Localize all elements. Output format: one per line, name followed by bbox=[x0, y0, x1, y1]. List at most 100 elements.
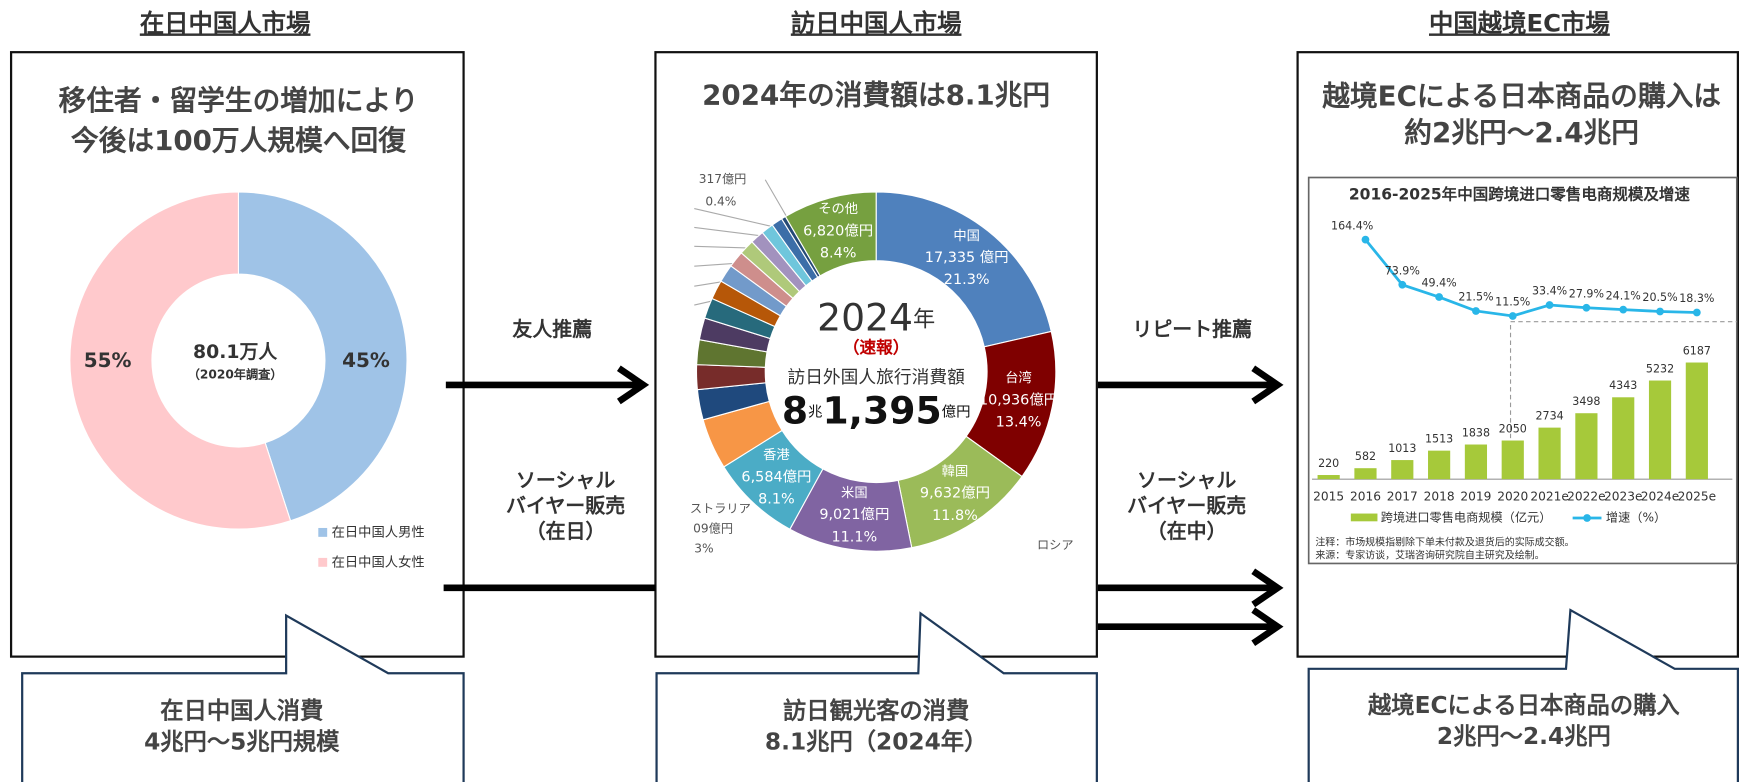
point bbox=[1656, 307, 1664, 316]
arrow bbox=[1097, 607, 1284, 647]
x-tick-label: 2024e bbox=[1641, 489, 1680, 503]
header: 中国越境EC市場 bbox=[1429, 8, 1610, 37]
layout bbox=[9, 51, 1739, 782]
point bbox=[1692, 308, 1701, 317]
line-label: 24.1% bbox=[1606, 289, 1641, 302]
fragment: 0.4% bbox=[705, 194, 736, 208]
bar-label: 6187 bbox=[1683, 344, 1711, 357]
line-label: 164.4% bbox=[1331, 219, 1373, 232]
arrow-label: （在中） bbox=[1147, 519, 1227, 543]
amount: 8 bbox=[782, 388, 808, 432]
arrow bbox=[1097, 568, 1284, 608]
bar bbox=[1317, 475, 1340, 480]
point bbox=[1435, 293, 1443, 301]
legend-swatch bbox=[1350, 513, 1378, 522]
x-tick-label: 2018 bbox=[1424, 489, 1455, 503]
x-tick-label: 2025e bbox=[1678, 489, 1717, 503]
segment bbox=[237, 191, 408, 522]
bar-label: 2734 bbox=[1535, 410, 1563, 423]
fragment: ロシア bbox=[1037, 538, 1074, 552]
box bbox=[1296, 51, 1739, 658]
leader-lines bbox=[694, 179, 791, 306]
segment-label: 11.1% bbox=[831, 529, 877, 545]
callout-text: 訪日観光客の消費 bbox=[783, 698, 969, 725]
segment-label: 8.1% bbox=[758, 491, 795, 507]
callout-text: 在日中国人消費 bbox=[160, 698, 323, 725]
legend-label: 在日中国人女性 bbox=[332, 553, 425, 570]
bar-label: 3498 bbox=[1572, 395, 1600, 408]
segment-label: その他 bbox=[818, 201, 858, 217]
arrow-label: ソーシャル bbox=[1137, 468, 1236, 492]
bar bbox=[1464, 444, 1488, 480]
box bbox=[654, 51, 1098, 658]
arrow-label: 友人推薦 bbox=[512, 317, 592, 341]
bar bbox=[1575, 413, 1598, 480]
callout-text: 8.1兆円（2024年） bbox=[765, 729, 987, 756]
value-label: 45% bbox=[342, 348, 390, 372]
segment-label: 9,632億円 bbox=[920, 485, 990, 502]
bar bbox=[1391, 460, 1414, 480]
bar-label: 1013 bbox=[1388, 442, 1416, 455]
bar bbox=[1501, 440, 1524, 480]
headline: 2024年の消費額は8.1兆円 bbox=[702, 79, 1050, 112]
point bbox=[1619, 305, 1628, 314]
bar-label: 5232 bbox=[1646, 362, 1674, 375]
segment-label: 10,936億円 bbox=[979, 391, 1058, 408]
bar-label: 1513 bbox=[1425, 433, 1453, 446]
arrow-label: バイヤー販売 bbox=[506, 493, 625, 517]
legend-swatch bbox=[1583, 514, 1591, 522]
segment-label: 6,584億円 bbox=[741, 468, 811, 485]
callout-text: 4兆円～5兆円規模 bbox=[144, 729, 340, 756]
box bbox=[9, 51, 465, 658]
legend-label: 跨境进口零售电商规模（亿元） bbox=[1381, 509, 1552, 524]
point bbox=[1508, 312, 1517, 320]
line-label: 20.5% bbox=[1642, 291, 1677, 304]
bar-label: 4343 bbox=[1609, 379, 1637, 392]
headline: 約2兆円～2.4兆円 bbox=[1404, 116, 1639, 149]
line-label: 18.3% bbox=[1679, 292, 1714, 305]
callout-text: 越境ECによる日本商品の購入 bbox=[1368, 692, 1680, 719]
callout bbox=[1307, 608, 1739, 782]
x-tick-label: 2017 bbox=[1387, 489, 1418, 503]
legend-swatch bbox=[318, 527, 328, 537]
center-amount: 8兆1,395億円 bbox=[782, 388, 971, 432]
bar bbox=[1538, 427, 1561, 480]
segment-label: 6,820億円 bbox=[803, 222, 873, 239]
center-note: （2020年調査） bbox=[188, 366, 283, 381]
center-label: 80.1万人 bbox=[193, 341, 277, 363]
header: 在日中国人市場 bbox=[140, 8, 311, 37]
segment-label: 9,021億円 bbox=[819, 506, 889, 523]
callout bbox=[21, 613, 465, 782]
dashed-frame bbox=[1509, 321, 1737, 477]
center-label: 訪日外国人旅行消費額 bbox=[787, 367, 965, 388]
callout-text: 2兆円～2.4兆円 bbox=[1437, 723, 1611, 750]
segment-label: 8.4% bbox=[820, 246, 857, 262]
segment-label: 11.8% bbox=[932, 508, 978, 524]
line-label: 21.5% bbox=[1458, 291, 1493, 304]
headline: 移住者・留学生の増加により bbox=[59, 84, 419, 117]
arrows bbox=[443, 365, 1284, 647]
legend-label: 在日中国人男性 bbox=[332, 524, 425, 540]
bar-label: 2050 bbox=[1499, 422, 1527, 435]
arrow bbox=[445, 365, 650, 405]
note: 来源：专家访谈，艾瑞咨询研究院自主研究及绘制。 bbox=[1315, 549, 1544, 562]
line bbox=[1364, 238, 1697, 318]
fragment: 317億円 bbox=[699, 172, 747, 186]
amount: 1,395 bbox=[822, 388, 941, 432]
segment-label: 13.4% bbox=[996, 415, 1042, 431]
chart-title: 2016-2025年中国跨境进口零售电商规模及增速 bbox=[1349, 185, 1691, 204]
x-tick-label: 2021e bbox=[1530, 489, 1569, 503]
note: 注释：市场规模指剔除下单未付款及退货后的实际成交额。 bbox=[1315, 535, 1574, 548]
year-unit: 年 bbox=[913, 306, 935, 332]
segment-label: 韓国 bbox=[942, 463, 969, 479]
unit: 兆 bbox=[808, 404, 822, 421]
segment-label: 17,335 億円 bbox=[925, 249, 1009, 266]
line-label: 49.4% bbox=[1422, 277, 1457, 290]
point bbox=[1361, 235, 1370, 244]
headline: 越境ECによる日本商品の購入は bbox=[1322, 80, 1721, 113]
line-label: 27.9% bbox=[1569, 287, 1604, 300]
headline: 今後は100万人規模へ回復 bbox=[71, 124, 406, 157]
arrow-label: （在日） bbox=[526, 519, 606, 543]
legend-label: 增速（%） bbox=[1606, 509, 1666, 524]
fragment: ストラリア bbox=[690, 502, 751, 516]
